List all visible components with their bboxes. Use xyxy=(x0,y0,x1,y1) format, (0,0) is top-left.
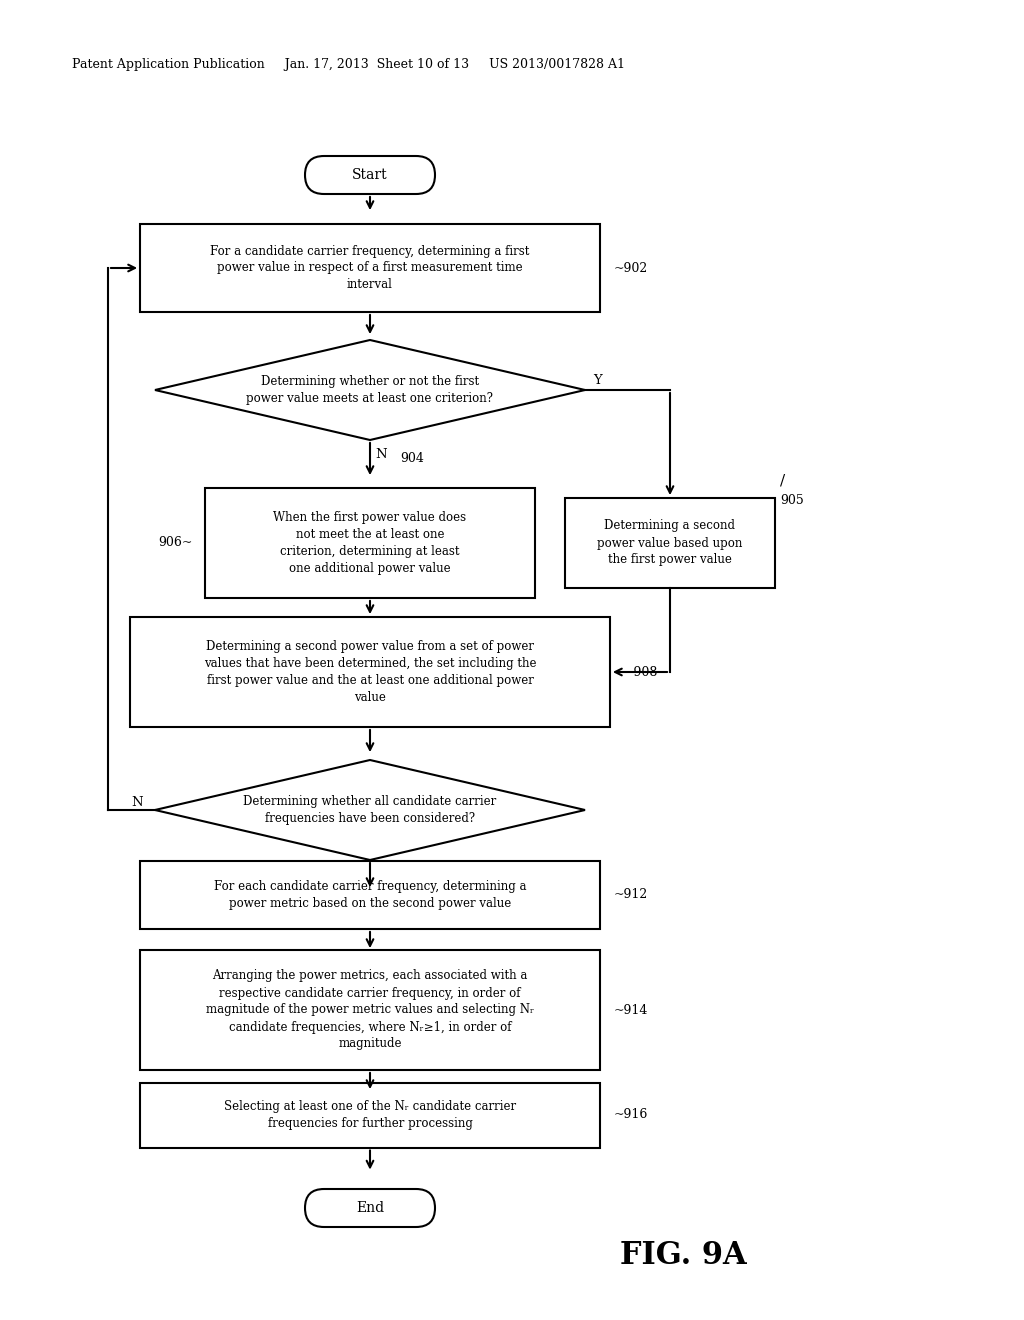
Text: 905: 905 xyxy=(780,494,804,507)
FancyBboxPatch shape xyxy=(305,1189,435,1228)
Bar xyxy=(140,950,600,1071)
Text: Determining a second
power value based upon
the first power value: Determining a second power value based u… xyxy=(597,520,742,566)
Polygon shape xyxy=(155,760,585,861)
Bar xyxy=(140,1082,600,1147)
Text: For each candidate carrier frequency, determining a
power metric based on the se: For each candidate carrier frequency, de… xyxy=(214,880,526,909)
Text: Determining a second power value from a set of power
values that have been deter: Determining a second power value from a … xyxy=(204,640,537,704)
Text: End: End xyxy=(356,1201,384,1214)
Text: N: N xyxy=(375,447,387,461)
Text: Y: Y xyxy=(375,869,384,880)
Bar xyxy=(130,616,610,727)
Text: Y: Y xyxy=(593,374,602,387)
Text: Start: Start xyxy=(352,168,388,182)
Text: ~914: ~914 xyxy=(614,1003,648,1016)
Text: Patent Application Publication     Jan. 17, 2013  Sheet 10 of 13     US 2013/001: Patent Application Publication Jan. 17, … xyxy=(72,58,625,71)
Text: ~916: ~916 xyxy=(614,1109,648,1122)
Bar xyxy=(140,224,600,312)
Text: 904: 904 xyxy=(400,451,424,465)
Text: Arranging the power metrics, each associated with a
respective candidate carrier: Arranging the power metrics, each associ… xyxy=(206,969,535,1051)
Text: Determining whether or not the first
power value meets at least one criterion?: Determining whether or not the first pow… xyxy=(247,375,494,405)
Text: Determining whether all candidate carrier
frequencies have been considered?: Determining whether all candidate carrie… xyxy=(244,795,497,825)
Text: 910: 910 xyxy=(565,874,589,887)
Polygon shape xyxy=(155,341,585,440)
Text: When the first power value does
not meet the at least one
criterion, determining: When the first power value does not meet… xyxy=(273,511,467,576)
Bar xyxy=(565,498,775,587)
Text: ~908: ~908 xyxy=(624,665,658,678)
Text: Selecting at least one of the Nᵣ candidate carrier
frequencies for further proce: Selecting at least one of the Nᵣ candida… xyxy=(224,1100,516,1130)
FancyBboxPatch shape xyxy=(305,156,435,194)
Bar xyxy=(205,488,535,598)
Text: N: N xyxy=(131,796,143,808)
Text: /: / xyxy=(780,473,785,487)
Text: For a candidate carrier frequency, determining a first
power value in respect of: For a candidate carrier frequency, deter… xyxy=(210,244,529,292)
Text: FIG. 9A: FIG. 9A xyxy=(620,1239,746,1270)
Bar xyxy=(140,861,600,929)
Text: ~902: ~902 xyxy=(614,261,648,275)
Text: ~912: ~912 xyxy=(614,888,648,902)
Text: 906~: 906~ xyxy=(159,536,193,549)
